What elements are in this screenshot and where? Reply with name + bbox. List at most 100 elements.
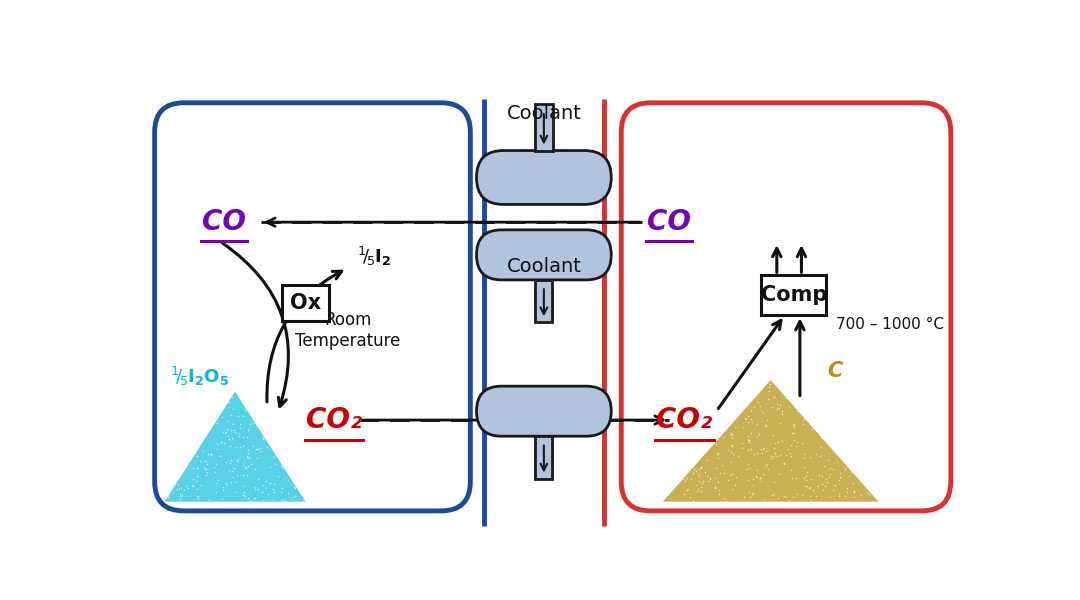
- Point: [724, 469, 741, 479]
- Point: [215, 439, 232, 448]
- Point: [795, 462, 812, 472]
- Point: [215, 485, 232, 494]
- Point: [294, 496, 311, 506]
- Point: [170, 479, 187, 488]
- Point: [787, 442, 805, 451]
- Point: [197, 457, 214, 466]
- Point: [699, 476, 716, 486]
- Point: [775, 491, 793, 500]
- Point: [765, 497, 782, 506]
- Point: [238, 432, 255, 442]
- Point: [742, 428, 759, 438]
- Point: [800, 484, 818, 493]
- Point: [231, 431, 248, 440]
- Point: [750, 398, 767, 407]
- Point: [795, 419, 812, 428]
- Point: [740, 418, 757, 427]
- Point: [759, 464, 777, 474]
- Point: [786, 428, 804, 437]
- Point: [238, 470, 255, 479]
- Point: [224, 472, 241, 482]
- Point: [770, 469, 787, 479]
- Point: [711, 485, 728, 494]
- Point: [254, 434, 271, 443]
- Point: [273, 462, 291, 472]
- Text: CO₂: CO₂: [306, 406, 362, 434]
- Point: [254, 488, 271, 497]
- Point: [231, 442, 248, 452]
- Point: [744, 488, 761, 498]
- Point: [742, 445, 759, 454]
- Point: [748, 448, 766, 458]
- Point: [719, 476, 737, 485]
- Text: $\mathsf{^1\!/\!_5}$$\mathbf{I_2}$: $\mathsf{^1\!/\!_5}$$\mathbf{I_2}$: [357, 245, 391, 268]
- Point: [822, 469, 839, 479]
- Point: [239, 452, 256, 462]
- Point: [802, 495, 820, 505]
- Point: [225, 419, 242, 429]
- Point: [723, 457, 740, 466]
- Point: [220, 434, 238, 443]
- Text: Ox: Ox: [291, 293, 321, 313]
- Point: [773, 409, 791, 419]
- Point: [229, 454, 246, 464]
- Point: [229, 456, 246, 466]
- Point: [818, 474, 835, 484]
- Point: [744, 481, 761, 490]
- Point: [718, 496, 735, 506]
- Point: [248, 454, 266, 463]
- Point: [743, 417, 760, 427]
- Point: [711, 489, 728, 499]
- Point: [758, 415, 775, 425]
- Point: [743, 414, 760, 424]
- Point: [220, 397, 238, 407]
- Point: [724, 440, 741, 450]
- Point: [719, 445, 737, 455]
- Point: [724, 434, 741, 443]
- Point: [684, 468, 701, 478]
- Point: [802, 474, 820, 484]
- Point: [184, 481, 201, 490]
- Point: [179, 484, 197, 493]
- Text: CO: CO: [202, 208, 246, 236]
- Point: [689, 484, 706, 494]
- Point: [794, 439, 811, 448]
- Point: [273, 484, 291, 493]
- Point: [783, 451, 800, 461]
- Point: [783, 473, 800, 482]
- Point: [265, 496, 282, 505]
- Point: [210, 476, 227, 485]
- Point: [240, 453, 257, 463]
- Point: [234, 412, 252, 421]
- Point: [221, 478, 239, 487]
- Point: [782, 448, 799, 458]
- Point: [838, 484, 855, 493]
- Point: [240, 461, 257, 470]
- Point: [217, 481, 234, 490]
- Point: [723, 447, 740, 457]
- Point: [780, 445, 797, 454]
- Point: [775, 460, 793, 469]
- Point: [708, 449, 726, 459]
- Point: [764, 430, 781, 440]
- Point: [243, 459, 260, 469]
- Point: [723, 441, 740, 451]
- Point: [824, 485, 841, 494]
- Point: [235, 487, 253, 497]
- Point: [819, 455, 836, 464]
- Point: [727, 480, 744, 490]
- Point: [758, 421, 775, 431]
- Point: [752, 445, 769, 454]
- Point: [769, 404, 786, 414]
- Point: [760, 394, 778, 403]
- Point: [246, 494, 264, 503]
- Point: [231, 419, 248, 429]
- Point: [689, 486, 706, 496]
- Point: [679, 484, 697, 493]
- Point: [237, 462, 254, 472]
- Point: [227, 488, 244, 497]
- Point: [239, 452, 256, 461]
- Point: [812, 443, 829, 452]
- Point: [188, 491, 205, 500]
- Point: [224, 392, 241, 402]
